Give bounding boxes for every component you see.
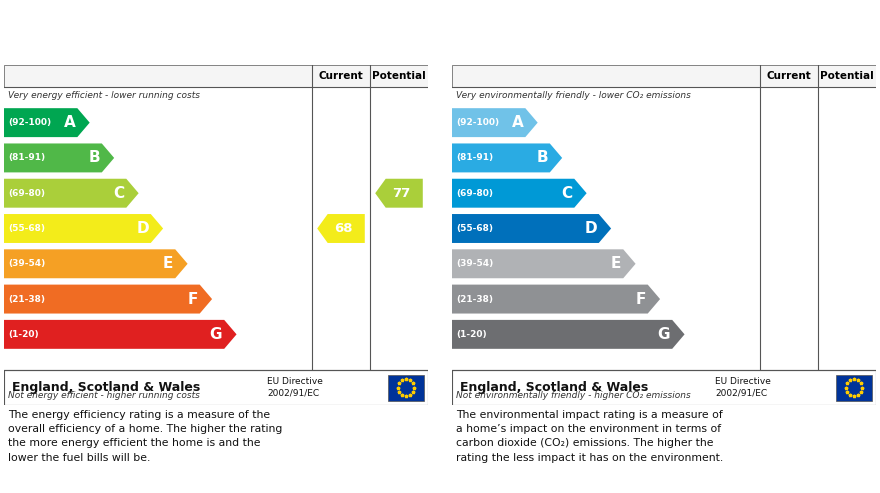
Text: (21-38): (21-38) <box>456 295 493 304</box>
Polygon shape <box>452 249 635 278</box>
Text: (1-20): (1-20) <box>456 330 487 339</box>
Text: (39-54): (39-54) <box>456 259 494 268</box>
Text: (69-80): (69-80) <box>8 189 45 198</box>
Bar <box>452 370 876 405</box>
Bar <box>388 375 424 400</box>
Text: C: C <box>561 186 572 201</box>
Text: C: C <box>114 186 124 201</box>
Text: F: F <box>635 291 646 307</box>
Text: G: G <box>209 327 223 342</box>
Text: The energy efficiency rating is a measure of the
overall efficiency of a home. T: The energy efficiency rating is a measur… <box>8 410 282 463</box>
Text: D: D <box>584 221 597 236</box>
Bar <box>452 65 876 87</box>
Polygon shape <box>4 284 212 314</box>
Text: F: F <box>187 291 198 307</box>
Text: Very energy efficient - lower running costs: Very energy efficient - lower running co… <box>8 92 200 101</box>
Text: (1-20): (1-20) <box>8 330 39 339</box>
Text: D: D <box>136 221 149 236</box>
Text: B: B <box>536 150 548 166</box>
Text: (39-54): (39-54) <box>8 259 45 268</box>
Polygon shape <box>452 108 538 137</box>
Text: Current: Current <box>766 71 811 81</box>
Text: E: E <box>163 256 173 271</box>
Text: Not environmentally friendly - higher CO₂ emissions: Not environmentally friendly - higher CO… <box>456 391 691 400</box>
Polygon shape <box>452 143 562 173</box>
Polygon shape <box>4 320 237 349</box>
Polygon shape <box>4 179 139 208</box>
Polygon shape <box>4 249 187 278</box>
Text: (81-91): (81-91) <box>456 153 493 162</box>
Text: (92-100): (92-100) <box>8 118 51 127</box>
Text: A: A <box>63 115 76 130</box>
Bar <box>4 65 428 87</box>
Text: EU Directive
2002/91/EC: EU Directive 2002/91/EC <box>715 377 771 398</box>
Text: 77: 77 <box>392 187 410 200</box>
Text: Environmental Impact (CO₂) Rating: Environmental Impact (CO₂) Rating <box>463 42 752 58</box>
Text: Very environmentally friendly - lower CO₂ emissions: Very environmentally friendly - lower CO… <box>456 92 691 101</box>
Text: A: A <box>511 115 524 130</box>
Text: Potential: Potential <box>820 71 874 81</box>
Polygon shape <box>375 179 422 208</box>
Polygon shape <box>317 214 365 243</box>
Polygon shape <box>452 284 660 314</box>
Polygon shape <box>452 320 685 349</box>
Text: England, Scotland & Wales: England, Scotland & Wales <box>460 381 649 394</box>
Text: The environmental impact rating is a measure of
a home’s impact on the environme: The environmental impact rating is a mea… <box>456 410 723 463</box>
Polygon shape <box>4 108 90 137</box>
Polygon shape <box>4 214 163 243</box>
Bar <box>4 370 428 405</box>
Text: (55-68): (55-68) <box>456 224 493 233</box>
Text: (55-68): (55-68) <box>8 224 45 233</box>
Bar <box>836 375 872 400</box>
Text: E: E <box>611 256 621 271</box>
Polygon shape <box>452 214 611 243</box>
Text: England, Scotland & Wales: England, Scotland & Wales <box>12 381 201 394</box>
Text: (92-100): (92-100) <box>456 118 499 127</box>
Text: Not energy efficient - higher running costs: Not energy efficient - higher running co… <box>8 391 200 400</box>
Text: Potential: Potential <box>372 71 426 81</box>
Text: EU Directive
2002/91/EC: EU Directive 2002/91/EC <box>267 377 323 398</box>
Text: (21-38): (21-38) <box>8 295 45 304</box>
Text: B: B <box>88 150 99 166</box>
Text: Current: Current <box>319 71 363 81</box>
Text: Energy Efficiency Rating: Energy Efficiency Rating <box>15 42 216 58</box>
Text: G: G <box>657 327 671 342</box>
Polygon shape <box>452 179 587 208</box>
Text: (69-80): (69-80) <box>456 189 493 198</box>
Text: (81-91): (81-91) <box>8 153 45 162</box>
Text: 68: 68 <box>334 222 353 235</box>
Polygon shape <box>4 143 114 173</box>
